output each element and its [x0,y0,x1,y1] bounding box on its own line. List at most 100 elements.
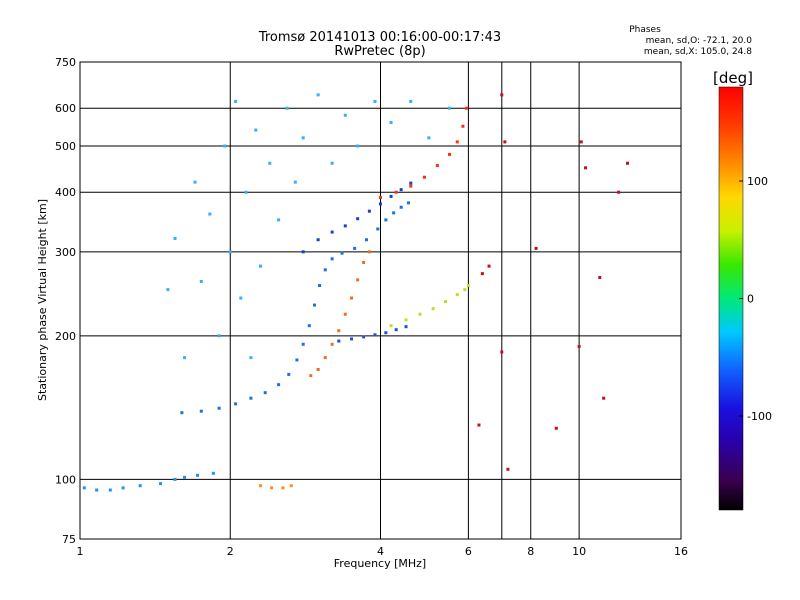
data-point [394,190,398,194]
stats-heading: Phases [629,25,661,35]
data-point [323,356,327,360]
data-point [330,257,334,261]
data-point [448,106,452,110]
data-point [367,209,371,213]
data-point [365,238,369,242]
data-point [466,283,470,287]
data-point [293,180,297,184]
x-axis-label: Frequency [MHz] [334,557,426,570]
x-tick-label: 6 [465,545,472,558]
colorbar-tick-label: 0 [747,293,754,306]
data-point [384,218,388,222]
data-point [285,106,289,110]
data-point [356,144,360,148]
data-point [455,293,459,297]
data-point [183,475,187,479]
x-tick-label: 8 [527,545,534,558]
data-point [159,482,163,486]
data-point [399,188,403,192]
data-point [503,140,507,144]
data-point [506,467,510,471]
data-point [223,144,227,148]
chart-subtitle: RwPretec (8p) [334,44,425,59]
data-point [277,383,281,387]
data-point [196,473,200,477]
data-point [367,250,371,254]
chart-title: Tromsø 20141013 00:16:00-00:17:43 [258,30,501,45]
data-point [316,367,320,371]
data-point [577,344,581,348]
data-point [409,181,413,185]
data-point [448,152,452,156]
x-tick-label: 10 [572,545,586,558]
stats-line-x: mean, sd,X: 105.0, 24.8 [644,47,752,57]
x-tick-label: 16 [674,545,688,558]
data-point [263,391,267,395]
data-point [343,312,347,316]
data-point [301,250,305,254]
data-point [463,288,467,292]
data-point [376,227,380,231]
data-point [356,217,360,221]
y-tick-label: 75 [62,533,76,546]
y-tick-label: 300 [55,246,76,259]
data-point [199,409,203,413]
data-point [379,202,382,206]
x-tick-label: 1 [77,545,84,558]
data-point [295,358,299,362]
data-point [259,264,263,268]
data-point [173,477,177,481]
data-point [500,350,504,354]
data-point [362,335,366,339]
data-point [389,324,393,328]
data-point [249,356,253,360]
data-point [337,329,341,333]
data-point [95,488,99,492]
data-point [392,211,396,215]
data-point [394,328,398,332]
data-point [465,106,469,110]
data-point [228,250,232,254]
data-point [234,99,238,103]
y-tick-label: 400 [55,186,76,199]
data-point [455,140,459,144]
data-point [444,300,448,304]
data-point [330,342,334,346]
data-point [211,471,215,475]
data-point [373,99,377,103]
data-point [343,224,347,228]
data-point [316,238,320,242]
data-point [239,296,243,300]
data-point [254,128,258,132]
data-point [617,190,621,194]
data-point [356,278,360,282]
y-tick-label: 600 [55,102,76,115]
y-tick-label: 750 [55,56,76,69]
data-point [389,194,393,198]
data-point [406,201,410,205]
data-point [404,325,408,329]
data-point [270,486,274,490]
data-point [307,324,311,328]
data-point [389,121,393,125]
data-point [477,423,481,427]
data-point [301,342,305,346]
data-point [244,190,248,194]
data-point [121,486,125,490]
colorbar-tick-label: 100 [747,175,768,188]
colorbar-tick-label: -100 [747,410,772,423]
data-point [318,283,322,287]
data-point [404,318,408,322]
data-point [289,484,293,488]
data-point [602,396,606,400]
data-point [373,333,377,337]
data-point [312,303,316,307]
data-point [480,272,484,276]
data-point [281,486,285,490]
data-point [138,484,142,488]
data-point [82,486,86,490]
data-point [379,195,382,199]
data-point [427,136,431,140]
data-point [350,296,354,300]
